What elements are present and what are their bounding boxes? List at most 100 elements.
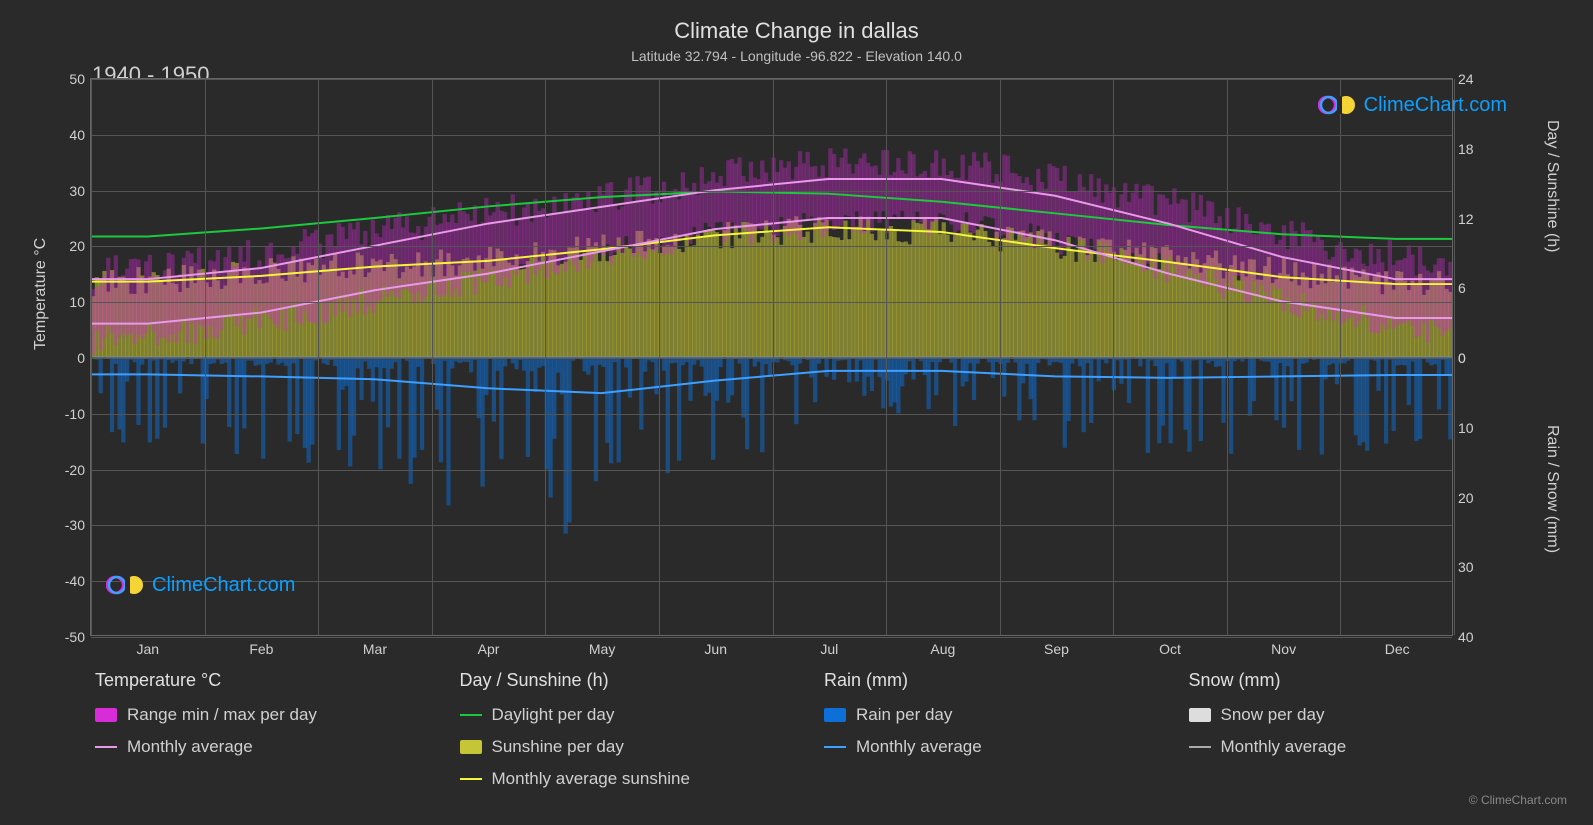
y-axis-right-bottom-label: Rain / Snow (mm): [1543, 425, 1561, 553]
gridline-horizontal: [91, 637, 1452, 638]
gridline-vertical: [91, 79, 92, 635]
gridline-horizontal: [91, 191, 1452, 192]
y-tick-left: 40: [69, 127, 85, 143]
watermark-logo-icon: [106, 572, 146, 598]
x-tick-month: Dec: [1385, 641, 1410, 657]
legend-item-label: Monthly average: [127, 737, 253, 757]
legend-line-icon: [460, 778, 482, 780]
plot-area: 50403020100-10-20-30-40-5024181260010203…: [90, 78, 1453, 636]
watermark-logo-icon: [1318, 92, 1358, 118]
legend-item-label: Snow per day: [1221, 705, 1325, 725]
x-tick-month: Jan: [136, 641, 159, 657]
legend-group-title: Snow (mm): [1189, 670, 1554, 691]
legend-item-label: Monthly average sunshine: [492, 769, 690, 789]
y-tick-left: -10: [65, 406, 85, 422]
chart-svg: [91, 79, 1452, 635]
legend-swatch-icon: [1189, 708, 1211, 722]
y-tick-right-bottom: 40: [1458, 629, 1474, 645]
watermark-top: ClimeChart.com: [1318, 92, 1507, 118]
y-tick-left: 50: [69, 71, 85, 87]
legend-group: Snow (mm) Snow per day Monthly average: [1189, 670, 1554, 801]
legend-item-label: Rain per day: [856, 705, 952, 725]
y-tick-right-bottom: 10: [1458, 420, 1474, 436]
watermark-bottom: ClimeChart.com: [106, 572, 295, 598]
gridline-horizontal: [91, 302, 1452, 303]
gridline-vertical: [773, 79, 774, 635]
y-tick-left: 30: [69, 183, 85, 199]
y-tick-left: -20: [65, 462, 85, 478]
x-tick-month: Mar: [363, 641, 387, 657]
gridline-vertical: [318, 79, 319, 635]
legend-item-label: Monthly average: [856, 737, 982, 757]
watermark-text: ClimeChart.com: [152, 574, 295, 597]
x-tick-month: Oct: [1159, 641, 1181, 657]
chart-subtitle: Latitude 32.794 - Longitude -96.822 - El…: [10, 48, 1583, 64]
y-tick-right-bottom: 0: [1458, 350, 1466, 366]
legend-item-label: Range min / max per day: [127, 705, 317, 725]
y-tick-right-top: 24: [1458, 71, 1474, 87]
legend-item: Range min / max per day: [95, 705, 460, 725]
x-tick-month: Aug: [930, 641, 955, 657]
legend-item-label: Monthly average: [1221, 737, 1347, 757]
gridline-horizontal: [91, 358, 1452, 359]
y-axis-right-top-label: Day / Sunshine (h): [1543, 120, 1561, 253]
legend-swatch-icon: [460, 740, 482, 754]
legend-group: Rain (mm) Rain per day Monthly average: [824, 670, 1189, 801]
y-tick-right-top: 18: [1458, 141, 1474, 157]
x-tick-month: May: [589, 641, 615, 657]
climate-chart-container: Climate Change in dallas Latitude 32.794…: [10, 10, 1583, 815]
gridline-horizontal: [91, 79, 1452, 80]
gridline-vertical: [545, 79, 546, 635]
y-tick-right-top: 6: [1458, 280, 1466, 296]
y-tick-left: 0: [77, 350, 85, 366]
legend-group-title: Rain (mm): [824, 670, 1189, 691]
gridline-vertical: [659, 79, 660, 635]
legend-item-label: Sunshine per day: [492, 737, 624, 757]
gridline-horizontal: [91, 246, 1452, 247]
y-tick-left: -50: [65, 629, 85, 645]
legend-item: Monthly average: [1189, 737, 1554, 757]
chart-title: Climate Change in dallas: [10, 18, 1583, 44]
x-tick-month: Jun: [704, 641, 727, 657]
gridline-vertical: [1227, 79, 1228, 635]
legend-group: Temperature °C Range min / max per day Mon…: [95, 670, 460, 801]
gridline-vertical: [1340, 79, 1341, 635]
gridline-vertical: [1454, 79, 1455, 635]
y-tick-left: 10: [69, 294, 85, 310]
y-axis-left-label: Temperature °C: [32, 238, 50, 350]
y-tick-left: -30: [65, 517, 85, 533]
legend-item: Monthly average sunshine: [460, 769, 825, 789]
gridline-vertical: [1000, 79, 1001, 635]
gridline-vertical: [432, 79, 433, 635]
x-tick-month: Apr: [478, 641, 500, 657]
y-tick-right-bottom: 30: [1458, 559, 1474, 575]
x-tick-month: Jul: [820, 641, 838, 657]
legend-line-icon: [1189, 746, 1211, 748]
legend-item: Monthly average: [824, 737, 1189, 757]
x-tick-month: Sep: [1044, 641, 1069, 657]
y-tick-left: 20: [69, 238, 85, 254]
gridline-vertical: [1113, 79, 1114, 635]
legend-swatch-icon: [824, 708, 846, 722]
gridline-horizontal: [91, 525, 1452, 526]
legend-swatch-icon: [95, 708, 117, 722]
gridline-horizontal: [91, 470, 1452, 471]
y-tick-right-top: 12: [1458, 211, 1474, 227]
x-tick-month: Nov: [1271, 641, 1296, 657]
legend-item: Daylight per day: [460, 705, 825, 725]
legend-group-title: Day / Sunshine (h): [460, 670, 825, 691]
gridline-vertical: [886, 79, 887, 635]
legend-item: Rain per day: [824, 705, 1189, 725]
legend-line-icon: [460, 714, 482, 716]
gridline-vertical: [205, 79, 206, 635]
legend-group-title: Temperature °C: [95, 670, 460, 691]
legend-line-icon: [95, 746, 117, 748]
legend-line-icon: [824, 746, 846, 748]
copyright-text: © ClimeChart.com: [1469, 793, 1567, 807]
legend: Temperature °C Range min / max per day Mon…: [95, 670, 1553, 801]
x-tick-month: Feb: [249, 641, 273, 657]
gridline-horizontal: [91, 135, 1452, 136]
legend-item: Monthly average: [95, 737, 460, 757]
legend-item: Sunshine per day: [460, 737, 825, 757]
legend-item: Snow per day: [1189, 705, 1554, 725]
